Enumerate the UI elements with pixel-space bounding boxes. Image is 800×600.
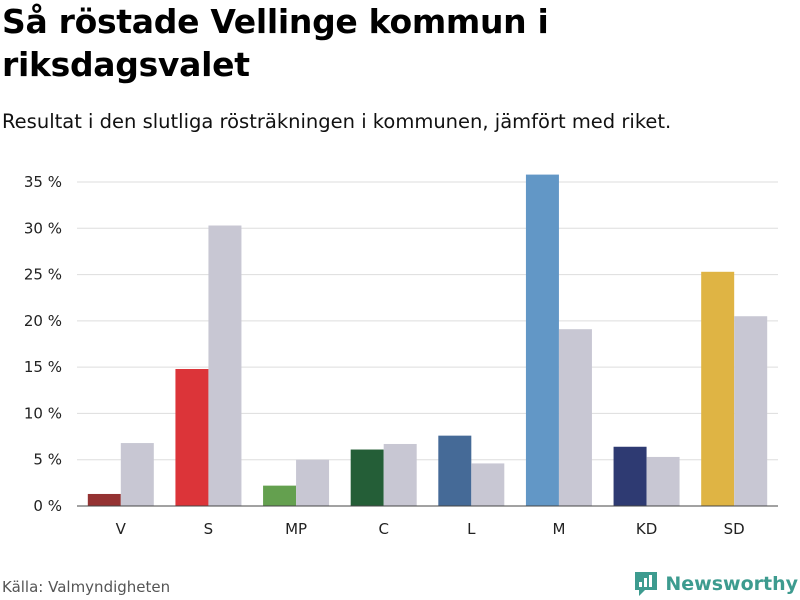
bars [87, 174, 768, 506]
bar-riket-m [558, 329, 592, 506]
y-tick-label: 10 % [24, 404, 62, 422]
x-tick-label: SD [724, 520, 745, 538]
bar-riket-mp [296, 459, 330, 506]
bar-vellinge-mp [263, 485, 297, 506]
x-tick-label: KD [636, 520, 657, 538]
bar-vellinge-c [350, 449, 384, 506]
y-tick-label: 0 % [33, 497, 62, 515]
x-tick-label: MP [285, 520, 307, 538]
bar-chart: 0 % 5 % 10 % 15 % 20 % 25 % 30 % 35 % V S MP C L M KD… [24, 173, 778, 538]
y-tick-label: 35 % [24, 173, 62, 191]
y-tick-label: 5 % [33, 451, 62, 469]
bar-riket-kd [646, 456, 680, 506]
y-tick-label: 20 % [24, 312, 62, 330]
bar-vellinge-kd [613, 446, 647, 506]
x-tick-label: L [467, 520, 476, 538]
bar-riket-v [120, 443, 154, 506]
bar-vellinge-l [438, 435, 472, 506]
brand-name: Newsworthy [665, 573, 798, 595]
source-note: Källa: Valmyndigheten [2, 578, 171, 596]
bar-riket-l [471, 463, 505, 506]
y-tick-label: 15 % [24, 358, 62, 376]
chart-title: Så röstade Vellinge kommun i riksdagsval… [2, 2, 549, 84]
bar-riket-sd [734, 316, 768, 506]
x-tick-label: S [204, 520, 214, 538]
y-tick-label: 30 % [24, 219, 62, 237]
brand-logo: Newsworthy [633, 568, 798, 600]
x-tick-label: C [378, 520, 388, 538]
bar-vellinge-sd [701, 271, 735, 506]
bar-vellinge-m [525, 174, 559, 506]
bar-riket-s [208, 225, 242, 506]
x-tick-label: M [552, 520, 565, 538]
bar-riket-c [383, 443, 417, 506]
y-axis-tick-labels: 0 % 5 % 10 % 15 % 20 % 25 % 30 % 35 % [24, 173, 62, 515]
bar-vellinge-v [87, 493, 121, 506]
y-tick-label: 25 % [24, 266, 62, 284]
x-axis-tick-labels: V S MP C L M KD SD [116, 520, 745, 538]
chart-subtitle: Resultat i den slutliga rösträkningen i … [2, 110, 672, 133]
newsworthy-logo-icon [635, 572, 658, 596]
bar-vellinge-s [175, 368, 209, 506]
x-tick-label: V [116, 520, 127, 538]
